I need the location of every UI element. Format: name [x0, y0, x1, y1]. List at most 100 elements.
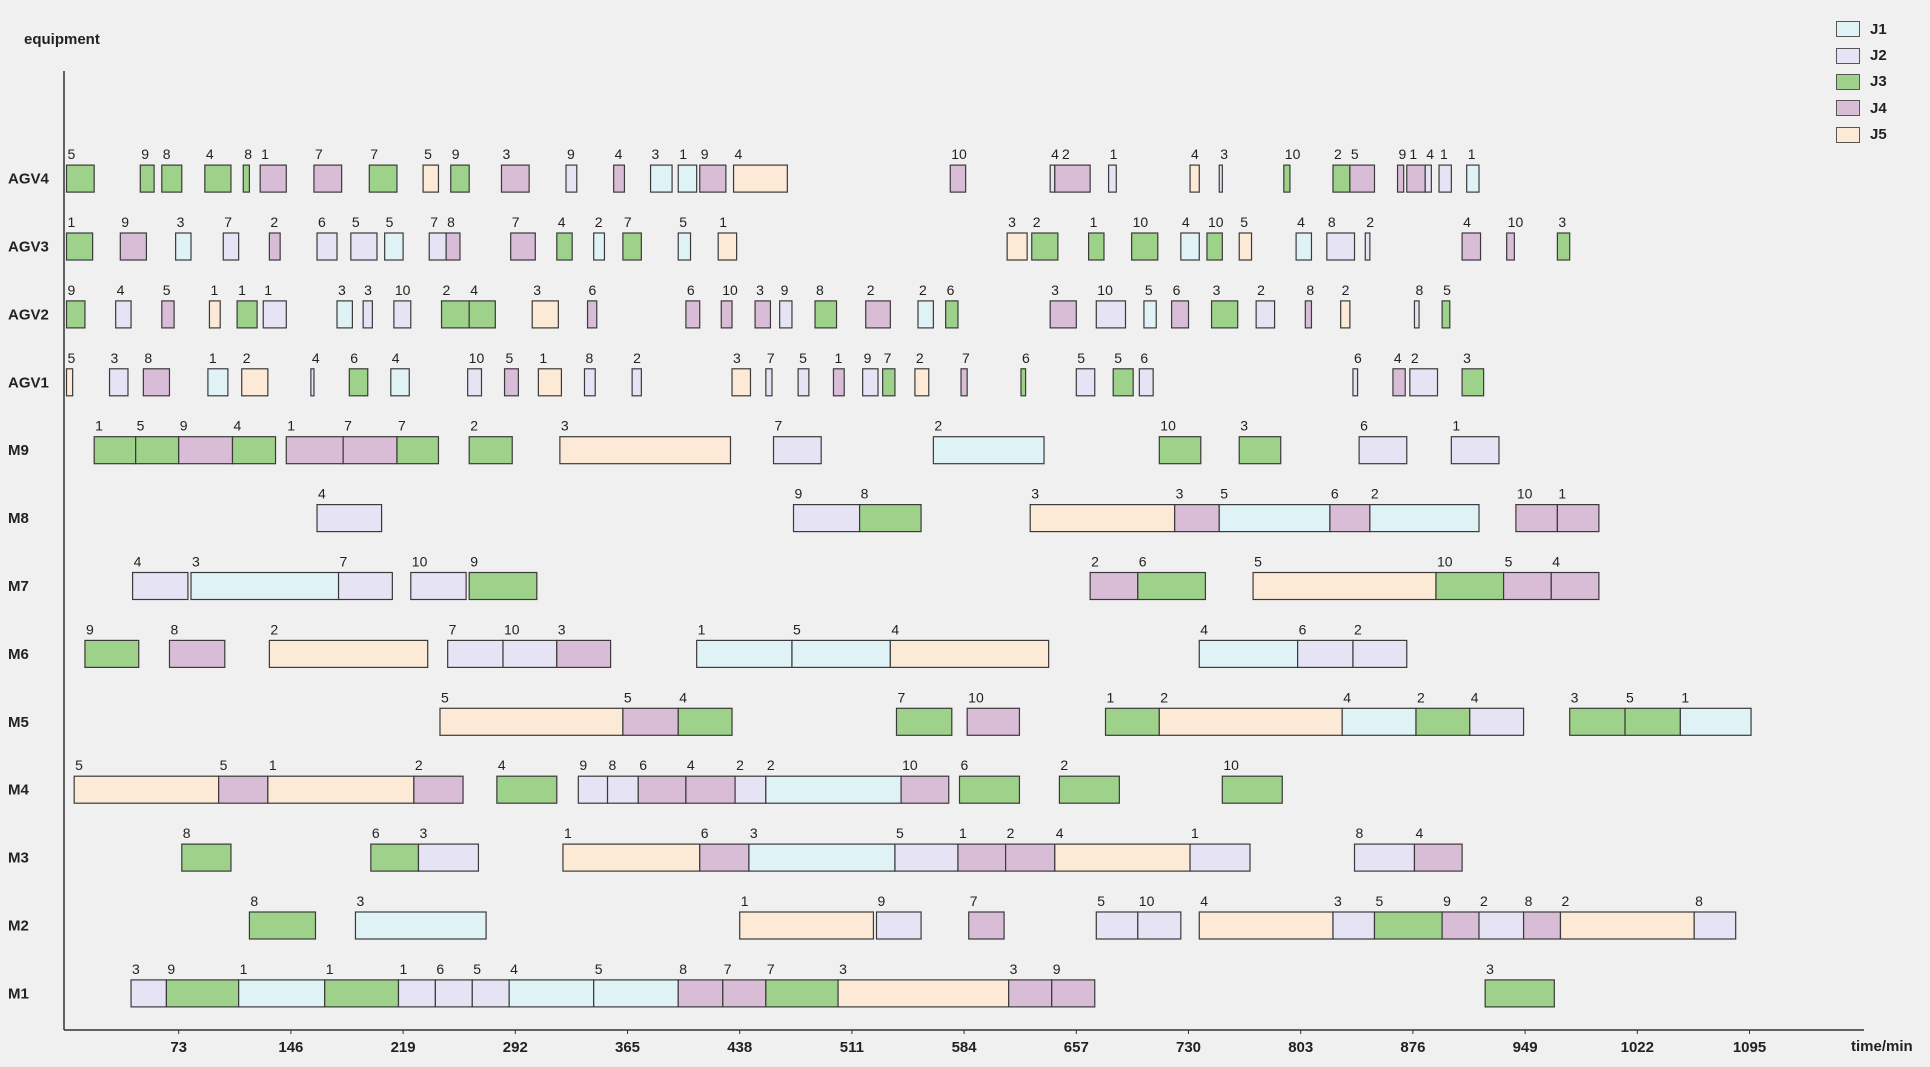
bar-label: 1	[564, 825, 572, 841]
bar-label: 5	[1254, 554, 1262, 570]
gantt-bar	[748, 843, 896, 872]
gantt-bar	[1088, 232, 1105, 261]
bar-label: 8	[1328, 214, 1336, 230]
gantt-bar	[613, 164, 626, 193]
bar-label: 8	[1525, 893, 1533, 909]
gantt-bar	[685, 775, 736, 804]
bar-label: 5	[624, 689, 632, 705]
gantt-bar	[1569, 707, 1626, 736]
bar-label: 3	[750, 825, 758, 841]
bar-label: 4	[1415, 825, 1423, 841]
gantt-bar	[1349, 164, 1376, 193]
gantt-bar	[310, 368, 315, 397]
gantt-bar	[1556, 232, 1571, 261]
gantt-bar	[1332, 911, 1376, 940]
x-tick-label: 803	[1288, 1039, 1313, 1056]
gantt-bar	[268, 639, 429, 669]
bar-label: 10	[1223, 757, 1239, 773]
bar-label: 10	[1097, 282, 1113, 298]
bar-label: 5	[1505, 554, 1513, 570]
bar-label: 5	[1240, 214, 1248, 230]
bar-label: 1	[95, 418, 103, 434]
gantt-bar	[1255, 300, 1276, 329]
gantt-bar	[1174, 504, 1220, 533]
bar-label: 3	[756, 282, 764, 298]
gantt-bar	[1340, 300, 1351, 329]
bar-label: 10	[1139, 893, 1155, 909]
bar-label: 5	[896, 825, 904, 841]
gantt-bar	[316, 232, 338, 261]
bar-label: 5	[137, 418, 145, 434]
gantt-bar	[204, 164, 232, 193]
bar-label: 5	[68, 350, 76, 366]
bar-label: 2	[1060, 757, 1068, 773]
gantt-bar	[1210, 300, 1239, 329]
x-tick-label: 292	[503, 1039, 528, 1056]
gantt-bar	[791, 639, 891, 669]
x-tick-label: 438	[727, 1039, 752, 1056]
bar-label: 9	[864, 350, 872, 366]
gantt-bar	[1329, 504, 1371, 533]
gantt-bar	[875, 911, 922, 940]
bar-label: 6	[1299, 621, 1307, 637]
gantt-bar	[467, 368, 483, 397]
gantt-bar	[500, 164, 530, 193]
x-tick-label: 1022	[1621, 1039, 1654, 1056]
bar-label: 2	[443, 282, 451, 298]
gantt-bar	[1502, 571, 1552, 601]
bar-label: 10	[469, 350, 485, 366]
gantt-bar	[1180, 232, 1200, 261]
bar-label: 6	[947, 282, 955, 298]
bar-label: 4	[1297, 214, 1305, 230]
bar-label: 1	[959, 825, 967, 841]
bar-label: 3	[1213, 282, 1221, 298]
bar-label: 8	[1415, 282, 1423, 298]
bar-label: 2	[1160, 689, 1168, 705]
gantt-bar	[1466, 164, 1480, 193]
row-label-agv3: AGV3	[8, 239, 49, 256]
bar-label: 2	[867, 282, 875, 298]
gantt-bar	[1352, 639, 1408, 669]
gantt-bar	[677, 707, 733, 736]
gantt-bar	[313, 164, 343, 193]
gantt-bar	[1206, 232, 1223, 261]
gantt-bar	[1171, 300, 1190, 329]
bar-label: 10	[504, 621, 520, 637]
gantt-bar	[1221, 775, 1283, 804]
gantt-bar	[1006, 232, 1028, 261]
gantt-bar	[586, 300, 598, 329]
gantt-bar	[135, 436, 180, 465]
bar-label: 5	[595, 961, 603, 977]
gantt-bar	[93, 436, 137, 465]
gantt-bar	[1112, 368, 1134, 397]
gantt-bar	[531, 300, 559, 329]
gantt-bar	[362, 300, 373, 329]
legend-item-j3: J3	[1836, 69, 1887, 95]
bar-label: 7	[370, 146, 378, 162]
gantt-bar	[384, 232, 404, 261]
bar-label: 1	[1110, 146, 1118, 162]
gantt-bar	[932, 436, 1045, 465]
bar-label: 4	[679, 689, 687, 705]
gantt-bar	[1415, 707, 1471, 736]
gantt-bar	[1435, 571, 1505, 601]
bar-label: 1	[68, 214, 76, 230]
gantt-bar	[949, 164, 967, 193]
gantt-bar	[1469, 707, 1525, 736]
bar-label: 6	[639, 757, 647, 773]
bar-label: 4	[1471, 689, 1479, 705]
bar-label: 10	[1517, 486, 1533, 502]
bar-label: 2	[1480, 893, 1488, 909]
gantt-bar	[1218, 504, 1331, 533]
bar-label: 1	[209, 350, 217, 366]
bar-label: 2	[919, 282, 927, 298]
bar-label: 1	[269, 757, 277, 773]
legend-label: J5	[1870, 126, 1887, 144]
bar-label: 1	[1409, 146, 1417, 162]
bar-label: 5	[793, 621, 801, 637]
gantt-bar	[208, 300, 221, 329]
gantt-bar	[1556, 504, 1600, 533]
bar-label: 3	[1334, 893, 1342, 909]
bar-label: 2	[243, 350, 251, 366]
gantt-bar	[765, 368, 773, 397]
